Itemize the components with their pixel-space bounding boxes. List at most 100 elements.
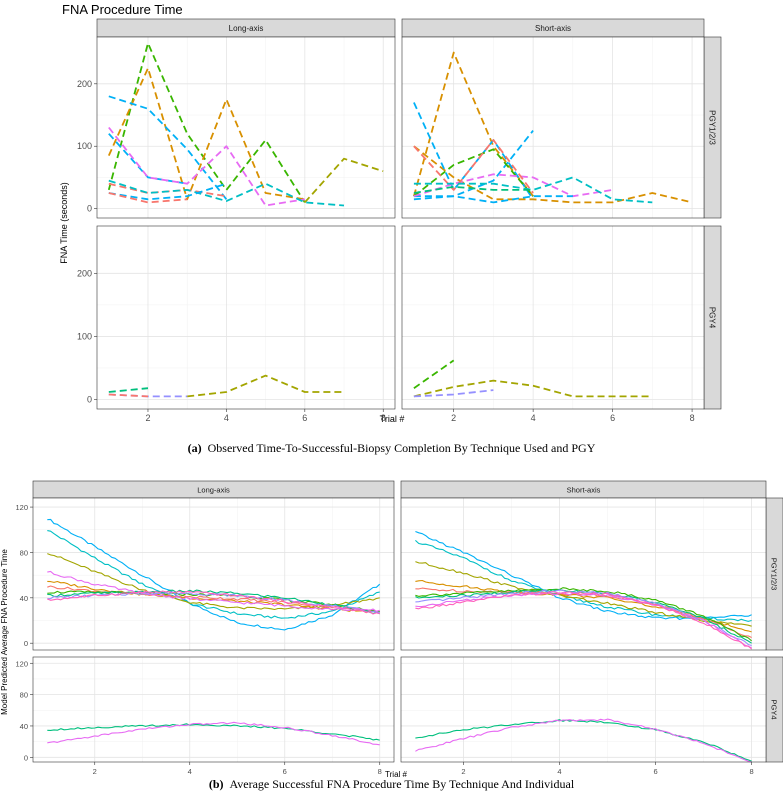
x-tick-label: 4: [531, 413, 536, 423]
chart-b-panel-1-series-9: [415, 591, 752, 650]
chart-a-panel-2-series-0: [187, 374, 344, 398]
chart-a-panel-0-series-8: [108, 182, 227, 201]
x-tick-label: 2: [461, 767, 465, 776]
chart-a-panel-1-series-7: [413, 176, 653, 204]
caption-b: (b) Average Successful FNA Procedure Time…: [0, 777, 783, 792]
chart-a-row-strip-label-1: PGY4: [708, 307, 717, 329]
chart-b-row-strip-label-1: PGY4: [770, 699, 779, 719]
chart-a-panel-0-series-3: [108, 95, 228, 200]
chart-b-panel-2-series-0: [47, 723, 380, 741]
chart-a-panel-1-series-5: [413, 173, 613, 198]
chart-a-panel-1-series-0: [413, 51, 534, 197]
panel-border: [400, 497, 767, 651]
y-tick-label: 200: [77, 79, 92, 89]
chart-a-panel-1-series-6: [413, 139, 534, 194]
chart-a-panel-0-series-4: [108, 133, 188, 185]
x-tick-label: 6: [653, 767, 657, 776]
panel-background: [402, 37, 704, 218]
chart-b-panel-0-series-8: [47, 570, 380, 612]
chart-b-panel-1-series-5: [415, 587, 752, 642]
chart-b-xlabel: Trial #: [385, 770, 407, 779]
chart-b-panel-1: [400, 497, 767, 651]
chart-b-panel-1-series-8: [415, 591, 752, 649]
panel-background: [402, 226, 704, 409]
panel-background: [97, 37, 395, 218]
chart-a-col-strip-label-1: Short-axis: [535, 24, 571, 33]
chart-b-panel-3: [400, 656, 767, 765]
chart-a-col-strip-label-0: Long-axis: [229, 24, 264, 33]
y-tick-label: 40: [20, 594, 28, 603]
chart-b-panel-0-series-3: [47, 580, 380, 614]
chart-a-panel-0-series-1: [107, 67, 305, 201]
y-tick-label: 120: [15, 659, 28, 668]
panel-border: [32, 497, 395, 651]
y-tick-label: 120: [15, 503, 28, 512]
caption-a-label: (a): [187, 441, 202, 455]
y-tick-label: 0: [87, 204, 92, 214]
chart-a-panel-0-series-9: [108, 192, 188, 204]
chart-a-panel-3: [401, 225, 705, 412]
chart-a-panel-1-series-8: [413, 195, 573, 204]
chart-b-panel-3-series-1: [415, 718, 752, 763]
y-tick-label: 100: [77, 141, 92, 151]
chart-a-panel-2-series-3: [108, 393, 149, 398]
panel-border: [401, 225, 705, 410]
y-tick-label: 80: [20, 548, 28, 557]
chart-b-col-strip-label-0: Long-axis: [197, 486, 230, 495]
panel-background: [401, 498, 766, 650]
chart-a-panel-0-series-0: [107, 42, 306, 203]
panel-border: [400, 656, 767, 763]
chart-a-panel-1: [401, 36, 705, 219]
chart-a-xlabel: Trial #: [380, 414, 405, 424]
x-tick-label: 4: [224, 413, 229, 423]
x-tick-label: 6: [302, 413, 307, 423]
x-tick-label: 2: [93, 767, 97, 776]
panel-border: [32, 656, 395, 763]
x-tick-label: 8: [750, 767, 754, 776]
x-tick-label: 6: [610, 413, 615, 423]
x-tick-label: 8: [381, 413, 386, 423]
chart-b-col-strip-label-1: Short-axis: [567, 486, 601, 495]
chart-b-ylabel: Model Predicted Average FNA Procedure Ti…: [0, 549, 9, 715]
x-tick-label: 8: [690, 413, 695, 423]
chart-b-panel-0-series-9: [47, 590, 380, 615]
chart-a-panel-3-series-2: [413, 389, 494, 398]
x-tick-label: 8: [378, 767, 382, 776]
chart-b-row-strip-label-0: PGY1/2/3: [770, 558, 779, 591]
y-tick-label: 0: [87, 395, 92, 405]
x-tick-label: 4: [188, 767, 192, 776]
chart-a-panel-0-series-5: [108, 126, 305, 207]
chart-a-panel-1-series-4: [413, 148, 534, 197]
y-tick-label: 80: [20, 691, 28, 700]
chart-b-panel-0: [30, 497, 395, 651]
chart-a-panel-2-series-1: [108, 387, 149, 393]
chart-b-panel-2-series-1: [47, 721, 380, 746]
chart-b-panel-0-series-7: [47, 591, 380, 614]
panel-border: [96, 225, 396, 410]
y-tick-label: 0: [24, 753, 28, 762]
chart-a-panel-3-series-1: [413, 359, 455, 389]
caption-b-text: Average Successful FNA Procedure Time By…: [229, 777, 575, 791]
chart-b-panel-2: [30, 656, 395, 765]
x-tick-label: 2: [145, 413, 150, 423]
panel-background: [33, 498, 394, 650]
chart-b-panel-0-series-1: [47, 530, 380, 619]
chart-b-panel-3-series-0: [415, 719, 752, 762]
x-tick-label: 4: [557, 767, 561, 776]
chart-a-ylabel: FNA Time (seconds): [59, 182, 69, 264]
chart-a-panel-0: [94, 36, 396, 219]
chart-a-row-strip-label-0: PGY1/2/3: [708, 110, 717, 145]
chart-a-panel-0-series-7: [108, 179, 345, 207]
panel-border: [401, 36, 705, 219]
panel-border: [96, 36, 396, 219]
y-tick-label: 100: [77, 331, 92, 341]
panel-background: [97, 226, 395, 409]
x-tick-label: 6: [283, 767, 287, 776]
chart-a-panel-2: [94, 225, 396, 412]
chart-a-panel-0-series-2: [304, 157, 384, 204]
chart-b-panel-0-series-6: [47, 589, 380, 615]
chart-b-panel-0-series-0: [47, 518, 381, 631]
chart-b-panel-1-series-7: [415, 589, 752, 647]
chart-a-panel-1-series-9: [413, 185, 534, 194]
